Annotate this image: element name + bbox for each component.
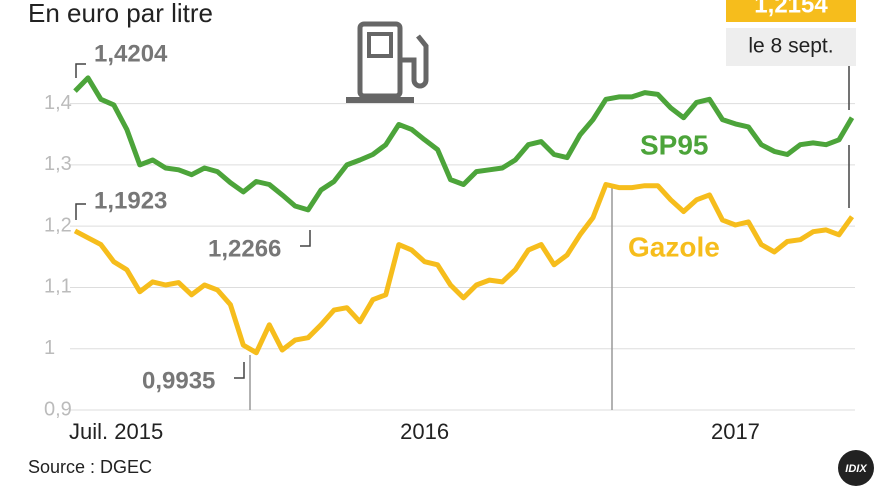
x-tick-label: 2017 — [711, 419, 760, 444]
annotation: 1,2266 — [208, 235, 281, 262]
x-tick-label: Juil. 2015 — [69, 419, 163, 444]
decor-lines — [75, 63, 850, 410]
y-tick-label: 1,4 — [44, 92, 72, 114]
y-tick-label: 1,1 — [44, 276, 72, 298]
series-label: Gazole — [628, 231, 720, 262]
highlight-box — [726, 0, 856, 22]
annotation: 0,9935 — [142, 367, 215, 394]
fuel-icon — [346, 21, 429, 103]
annotation: le 8 sept. — [748, 35, 833, 58]
logo-text: IDIX — [845, 463, 867, 475]
series-label: SP95 — [640, 129, 709, 160]
y-tick-label: 1,2 — [44, 214, 72, 236]
grid — [70, 103, 855, 411]
date-box — [726, 28, 856, 66]
y-tick-label: 1 — [44, 337, 55, 359]
y-tick-label: 0,9 — [44, 398, 72, 420]
series-line — [73, 75, 855, 213]
annotation: 1,2154 — [754, 0, 828, 18]
series-line — [73, 182, 855, 356]
chart-title: En euro par litre — [28, 0, 213, 28]
source: Source : DGEC — [28, 457, 152, 477]
logo: IDIX — [838, 450, 874, 486]
x-tick-label: 2016 — [400, 419, 449, 444]
annotation: 1,1923 — [94, 187, 167, 214]
annotation: 1,4204 — [94, 40, 168, 67]
y-tick-label: 1,3 — [44, 153, 72, 175]
